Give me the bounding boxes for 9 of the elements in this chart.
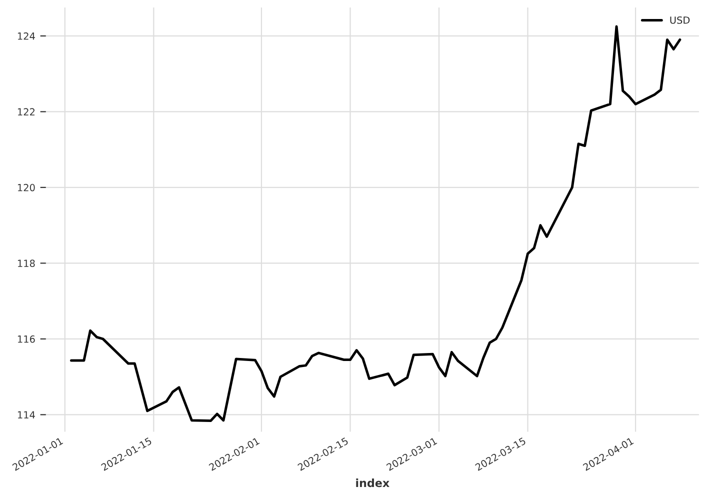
y-tick-label: 114 — [18, 411, 35, 418]
y-tick-label: 118 — [18, 260, 35, 268]
y-tick-label: 122 — [18, 108, 34, 116]
y-tick-label: 120 — [18, 184, 35, 192]
line-series — [70, 25, 682, 422]
legend-label: USD — [670, 16, 690, 24]
y-tick-label: 116 — [18, 335, 35, 343]
y-tick-label: 124 — [18, 32, 35, 40]
x-axis-title: index — [356, 478, 390, 488]
